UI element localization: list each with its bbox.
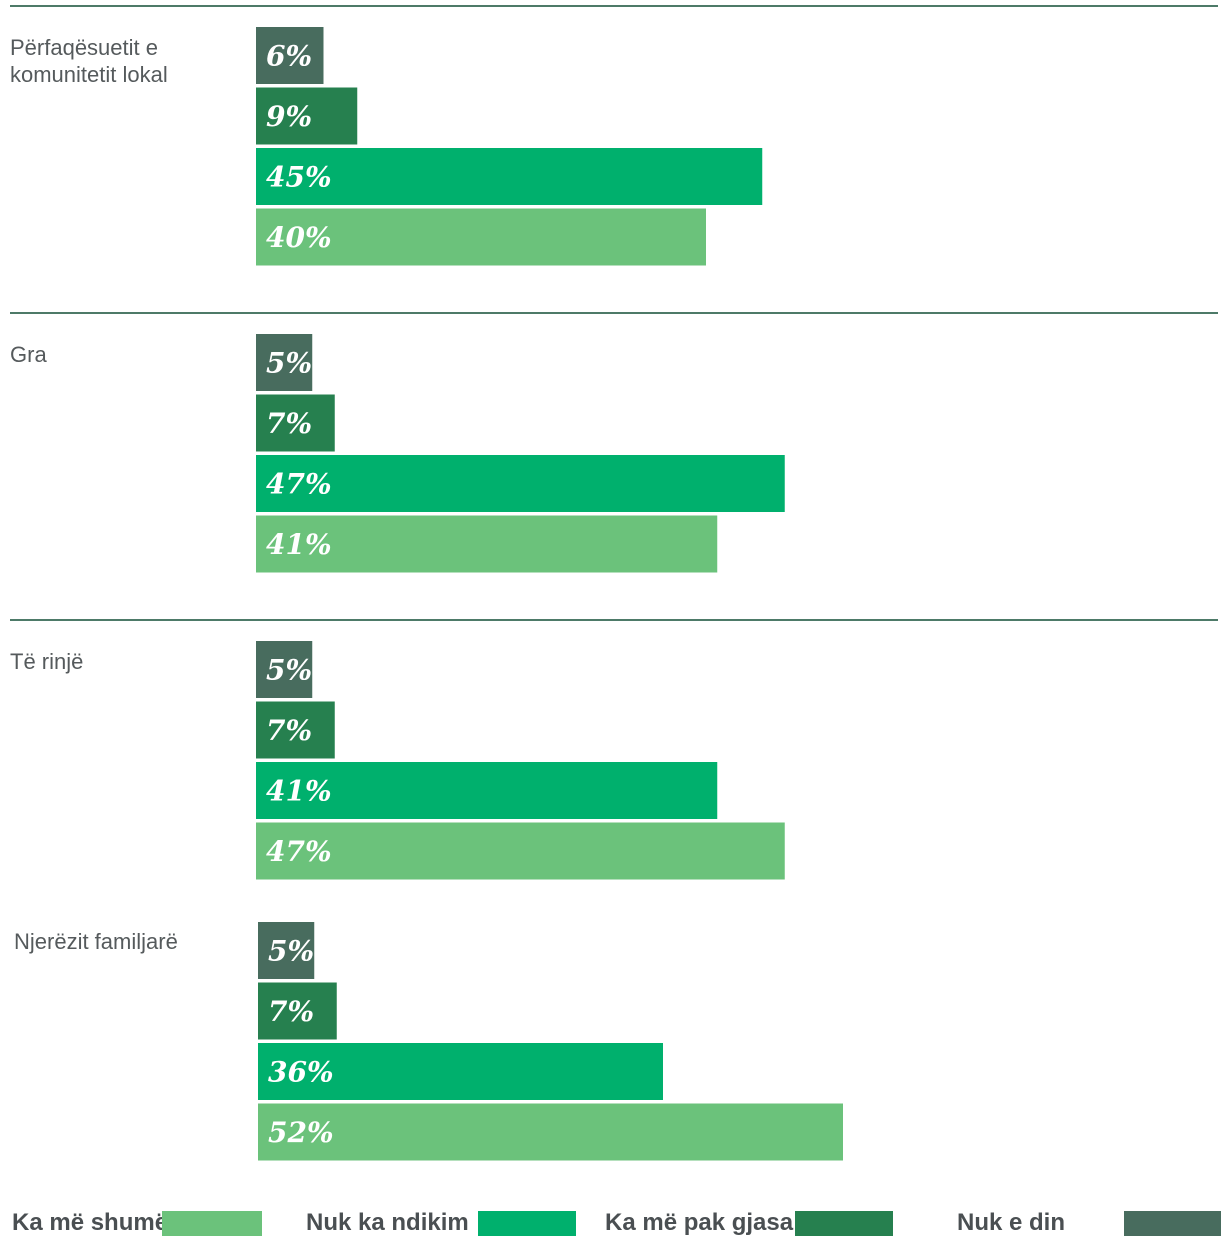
bar	[256, 87, 358, 145]
bar-group: Përfaqësuetit e komunitetit lokal 6% 9% 45% 4…	[10, 27, 763, 266]
bar	[258, 922, 315, 979]
bar-value-label: 41%	[266, 528, 332, 561]
bar-groups: Përfaqësuetit e komunitetit lokal 6% 9% 45% 4…	[10, 27, 843, 1161]
bar-value-label: 5%	[266, 347, 312, 380]
bar-value-label: 6%	[266, 40, 312, 73]
bar	[258, 1103, 843, 1161]
bar	[256, 515, 718, 573]
legend-swatch	[795, 1211, 893, 1236]
category-label: Gra	[10, 342, 47, 367]
category-label: Të rinjë	[10, 649, 83, 674]
bar-group: Njerëzit familjarë 5% 7% 36% 52%	[14, 922, 843, 1161]
bar-value-label: 40%	[266, 221, 332, 254]
bar-value-label: 7%	[266, 714, 312, 747]
category-label: Njerëzit familjarë	[14, 929, 178, 954]
bar-value-label: 45%	[266, 161, 332, 194]
bar-value-label: 36%	[268, 1056, 334, 1089]
legend-label: Ka më shumë	[12, 1209, 168, 1236]
bar	[256, 394, 335, 452]
category-label: Përfaqësuetit e komunitetit lokal	[10, 35, 168, 87]
bar-value-label: 5%	[268, 935, 314, 968]
bar-value-label: 47%	[266, 835, 332, 868]
bar-value-label: 41%	[266, 775, 332, 808]
legend-label: Ka më pak gjasa	[605, 1209, 794, 1236]
legend: Ka më shumë Nuk ka ndikim Ka më pak gjasa N…	[12, 1209, 1221, 1236]
bar-value-label: 47%	[266, 468, 332, 501]
bar-group: Të rinjë 5% 7% 41% 47%	[10, 641, 785, 880]
bar-group: Gra 5% 7% 47% 41%	[10, 334, 785, 573]
bar	[256, 822, 785, 880]
bar	[256, 762, 718, 819]
legend-swatch	[478, 1211, 576, 1236]
legend-label: Nuk ka ndikim	[306, 1209, 469, 1236]
bar	[256, 334, 313, 391]
bar-value-label: 7%	[268, 995, 314, 1028]
legend-swatch	[1124, 1211, 1221, 1236]
legend-swatch	[162, 1211, 262, 1236]
bar	[256, 27, 324, 84]
bar	[256, 148, 763, 205]
bar	[256, 701, 335, 759]
legend-label: Nuk e din	[957, 1209, 1065, 1236]
bar	[258, 982, 337, 1040]
bar	[256, 641, 313, 698]
bar	[258, 1043, 663, 1100]
bar-value-label: 52%	[268, 1116, 334, 1149]
bar	[256, 208, 706, 266]
bar-value-label: 5%	[266, 654, 312, 687]
bar	[256, 455, 785, 512]
bar-value-label: 7%	[266, 407, 312, 440]
bar-value-label: 9%	[266, 100, 312, 133]
group-separators	[10, 5, 1218, 621]
